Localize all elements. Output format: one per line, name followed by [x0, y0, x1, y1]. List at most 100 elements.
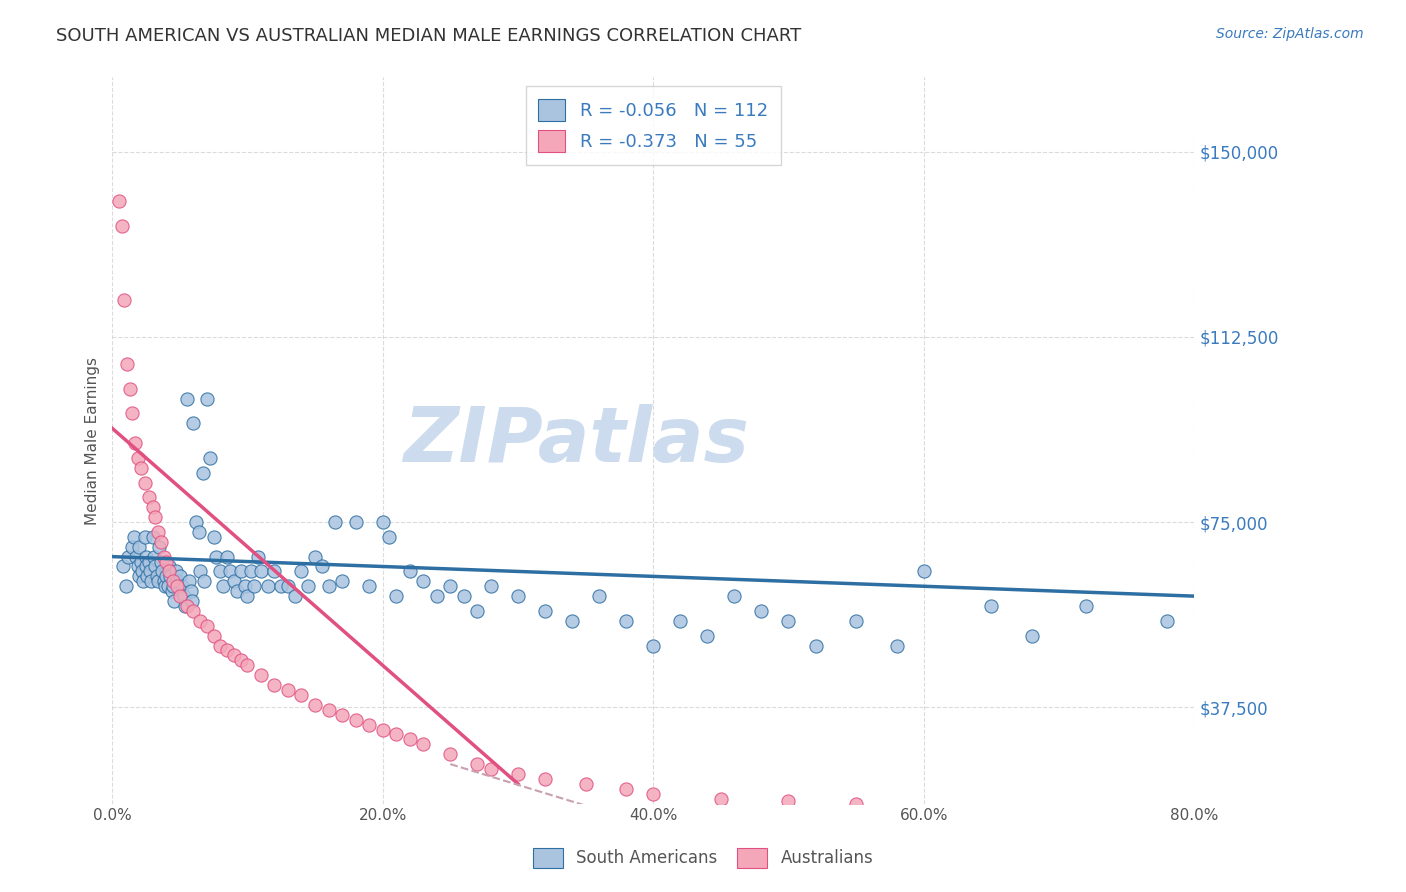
Text: ZIPatlas: ZIPatlas [405, 403, 751, 477]
Point [453, 589, 475, 603]
Point [1021, 629, 1043, 643]
Point [479, 762, 502, 776]
Point [155, 555, 177, 569]
Point [134, 530, 156, 544]
Point [845, 797, 868, 811]
Point [222, 574, 245, 589]
Point [146, 524, 169, 539]
Point [467, 604, 489, 618]
Point [371, 723, 394, 737]
Point [129, 555, 152, 569]
Point [142, 500, 165, 515]
Point [250, 668, 273, 682]
Point [359, 579, 381, 593]
Point [233, 579, 256, 593]
Point [385, 589, 408, 603]
Point [166, 574, 188, 589]
Point [145, 559, 167, 574]
Point [132, 574, 155, 589]
Point [277, 579, 299, 593]
Point [155, 569, 177, 583]
Point [166, 579, 188, 593]
Point [614, 614, 637, 628]
Point [506, 589, 529, 603]
Point [181, 604, 204, 618]
Point [229, 653, 252, 667]
Point [723, 589, 745, 603]
Point [574, 777, 596, 791]
Point [169, 569, 191, 583]
Point [127, 559, 149, 574]
Point [128, 569, 150, 583]
Point [912, 565, 935, 579]
Point [139, 565, 162, 579]
Point [243, 579, 266, 593]
Point [110, 219, 132, 233]
Point [330, 574, 353, 589]
Point [212, 579, 235, 593]
Point [304, 549, 326, 564]
Point [138, 555, 160, 569]
Point [156, 579, 179, 593]
Point [127, 450, 149, 465]
Point [385, 727, 408, 741]
Point [561, 614, 583, 628]
Point [643, 639, 665, 653]
Point [270, 579, 292, 593]
Point [152, 549, 174, 564]
Point [141, 574, 163, 589]
Point [157, 559, 180, 574]
Point [125, 549, 148, 564]
Point [180, 584, 202, 599]
Point [152, 574, 174, 589]
Point [202, 629, 225, 643]
Point [426, 589, 449, 603]
Point [162, 579, 184, 593]
Point [778, 794, 800, 808]
Point [148, 540, 170, 554]
Point [143, 549, 166, 564]
Point [217, 549, 239, 564]
Point [240, 565, 263, 579]
Legend: R = -0.056   N = 112, R = -0.373   N = 55: R = -0.056 N = 112, R = -0.373 N = 55 [526, 87, 780, 165]
Point [121, 406, 143, 420]
Point [124, 436, 146, 450]
Point [153, 579, 176, 593]
Point [643, 787, 665, 801]
Point [209, 565, 232, 579]
Point [439, 747, 461, 762]
Point [136, 569, 159, 583]
Point [218, 565, 240, 579]
Point [344, 713, 367, 727]
Point [128, 540, 150, 554]
Point [256, 579, 278, 593]
Point [138, 491, 160, 505]
Point [534, 772, 557, 786]
Point [134, 475, 156, 490]
Point [412, 574, 434, 589]
Point [111, 559, 134, 574]
Point [1074, 599, 1097, 613]
Point [112, 293, 135, 307]
Point [188, 565, 211, 579]
Point [710, 791, 733, 805]
Point [1156, 614, 1178, 628]
Point [980, 599, 1002, 613]
Point [115, 357, 138, 371]
Point [163, 594, 186, 608]
Point [180, 594, 202, 608]
Point [696, 629, 718, 643]
Point [131, 565, 153, 579]
Point [108, 194, 131, 208]
Point [886, 639, 908, 653]
Point [751, 604, 773, 618]
Point [202, 530, 225, 544]
Point [149, 555, 172, 569]
Point [217, 643, 239, 657]
Point [142, 530, 165, 544]
Point [176, 599, 198, 613]
Point [229, 565, 252, 579]
Point [193, 574, 215, 589]
Point [297, 579, 319, 593]
Point [179, 574, 201, 589]
